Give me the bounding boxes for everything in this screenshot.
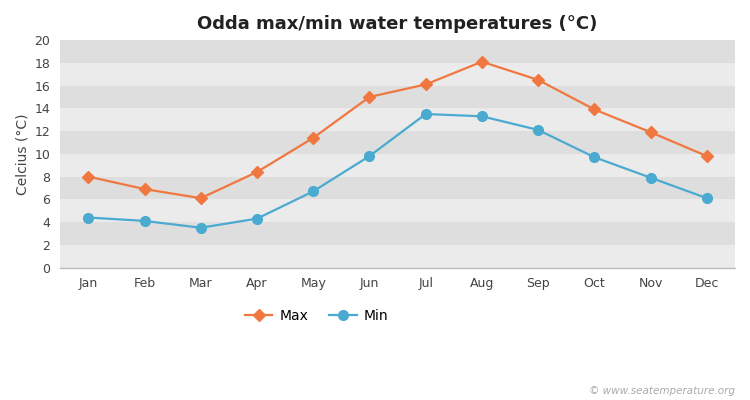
Bar (60, 154, 735, 176)
Bar (60, 86, 735, 108)
Title: Odda max/min water temperatures (°C): Odda max/min water temperatures (°C) (197, 15, 598, 33)
Legend: Max, Min: Max, Min (239, 304, 394, 329)
Text: © www.seatemperature.org: © www.seatemperature.org (589, 386, 735, 396)
Bar (60, 131, 735, 154)
Bar (60, 222, 735, 245)
Bar (60, 176, 735, 199)
Bar (60, 199, 735, 222)
Bar (60, 40, 735, 63)
Bar (60, 245, 735, 268)
Bar (60, 63, 735, 86)
Y-axis label: Celcius (°C): Celcius (°C) (15, 113, 29, 194)
Bar (60, 108, 735, 131)
